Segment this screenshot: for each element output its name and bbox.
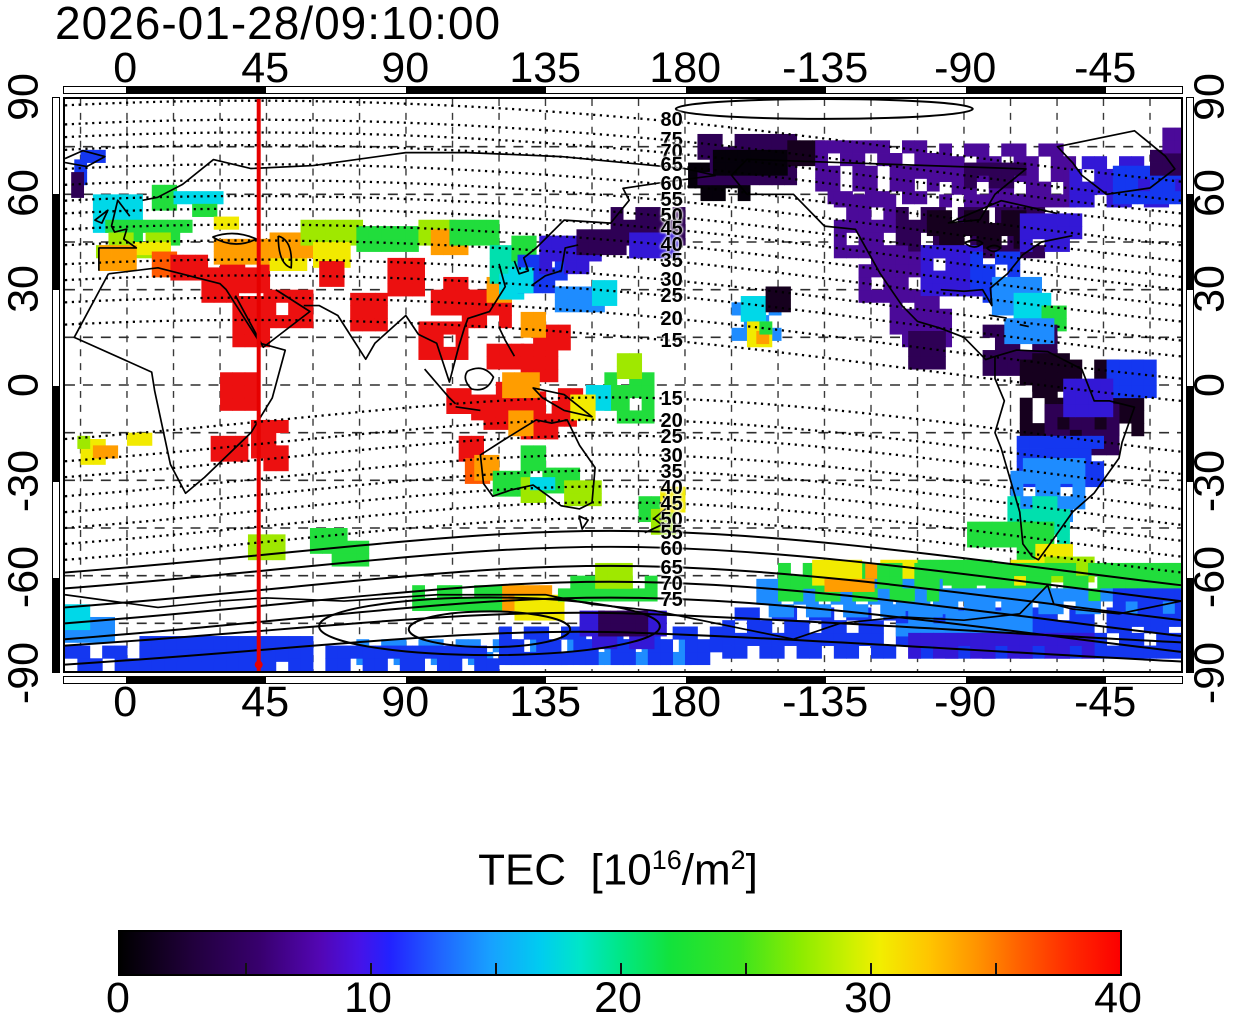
top-axis-tick--45: -45 (1074, 44, 1137, 92)
contour-label-north-70: 70 (660, 141, 683, 164)
right-axis-tick-30: 30 (1185, 265, 1234, 313)
bottom-axis-tick-45: 45 (241, 678, 290, 726)
top-axis-tick--90: -90 (934, 44, 997, 92)
contour-label-north-50: 50 (660, 205, 683, 228)
contour-label-south-70: 70 (660, 573, 683, 596)
contour-label-south-40: 40 (660, 477, 683, 500)
colorbar-tick-label-30: 30 (844, 974, 892, 1021)
top-axis-tick-135: 135 (509, 44, 582, 92)
contour-label-south-65: 65 (660, 557, 683, 580)
contour-label-south-60: 60 (660, 538, 683, 561)
contour-label-north-40: 40 (660, 234, 683, 257)
bottom-axis-tick--135: -135 (782, 678, 869, 726)
contour-label-south-15: 15 (660, 387, 683, 410)
bottom-axis-tick-135: 135 (509, 678, 582, 726)
right-axis-tick--90: -90 (1185, 641, 1234, 705)
top-axis-tick-0: 0 (113, 44, 138, 92)
right-axis-tick--30: -30 (1185, 449, 1234, 513)
colorbar-minor-tick-15 (495, 963, 497, 974)
bottom-axis-tick--45: -45 (1074, 678, 1137, 726)
page-title: 2026-01-28/09:10:00 (55, 0, 502, 49)
contour-label-south-25: 25 (660, 426, 683, 449)
contour-label-south-35: 35 (660, 461, 683, 484)
left-axis-tick-30: 30 (0, 265, 48, 313)
contour-label-south-55: 55 (660, 522, 683, 545)
contour-label-north-55: 55 (660, 189, 683, 212)
contour-label-north-80: 80 (660, 109, 683, 132)
contour-label-north-15: 15 (660, 330, 683, 353)
colorbar-minor-tick-25 (745, 963, 747, 974)
contour-label-south-45: 45 (660, 493, 683, 516)
right-axis-tick--60: -60 (1185, 545, 1234, 609)
colorbar-minor-tick-35 (995, 963, 997, 974)
colorbar-title: TEC [1016/m2] (118, 845, 1118, 896)
colorbar-tick-label-40: 40 (1094, 974, 1142, 1021)
zebra-border-top (63, 86, 1183, 94)
contour-label-north-75: 75 (660, 128, 683, 151)
contour-label-north-35: 35 (660, 250, 683, 273)
colorbar-title-mid: /m (681, 845, 731, 895)
left-axis-tick--30: -30 (0, 449, 48, 513)
bottom-axis-tick-90: 90 (381, 678, 430, 726)
bottom-axis-tick-0: 0 (113, 678, 138, 726)
top-axis-tick-180: 180 (649, 44, 722, 92)
contour-label-south-50: 50 (660, 509, 683, 532)
colorbar-title-exponent2: 2 (730, 845, 746, 875)
contour-label-south-20: 20 (660, 410, 683, 433)
left-axis-tick--90: -90 (0, 641, 48, 705)
left-axis-tick--60: -60 (0, 545, 48, 609)
colorbar-title-suffix: ] (745, 845, 758, 895)
colorbar-tick-label-20: 20 (594, 974, 642, 1021)
contour-label-north-60: 60 (660, 173, 683, 196)
colorbar-title-exponent: 16 (651, 845, 682, 875)
right-axis-tick-0: 0 (1185, 373, 1234, 397)
contour-label-north-65: 65 (660, 154, 683, 177)
bottom-axis-tick--90: -90 (934, 678, 997, 726)
left-axis-tick-60: 60 (0, 169, 48, 217)
world-map-canvas (65, 99, 1181, 671)
left-axis-tick-0: 0 (0, 373, 48, 397)
top-axis-tick-45: 45 (241, 44, 290, 92)
contour-label-north-45: 45 (660, 218, 683, 241)
zebra-border-right (1186, 97, 1194, 673)
right-axis-tick-90: 90 (1185, 73, 1234, 121)
contour-label-north-20: 20 (660, 307, 683, 330)
colorbar-title-prefix: TEC [10 (478, 845, 652, 895)
colorbar-minor-tick-10 (370, 963, 372, 974)
bottom-axis-tick-180: 180 (649, 678, 722, 726)
map-plot-area: 80 75 70 65 60 55 50 45 40 35 30 25 20 15 15 20 25 30 35 40… (52, 86, 1194, 684)
colorbar-tick-label-0: 0 (106, 974, 130, 1021)
top-axis-tick-90: 90 (381, 44, 430, 92)
right-axis-tick-60: 60 (1185, 169, 1234, 217)
zebra-border-left (52, 97, 60, 673)
contour-label-south-30: 30 (660, 445, 683, 468)
zebra-border-bottom (63, 676, 1183, 684)
contour-label-south-75: 75 (660, 589, 683, 612)
colorbar-minor-tick-30 (870, 963, 872, 974)
colorbar-minor-tick-5 (245, 963, 247, 974)
colorbar-tick-label-10: 10 (344, 974, 392, 1021)
contour-label-north-25: 25 (660, 285, 683, 308)
contour-label-north-30: 30 (660, 269, 683, 292)
red-meridian-line (256, 99, 261, 671)
left-axis-tick-90: 90 (0, 73, 48, 121)
top-axis-tick--135: -135 (782, 44, 869, 92)
colorbar-minor-tick-20 (620, 963, 622, 974)
colorbar (118, 930, 1122, 976)
